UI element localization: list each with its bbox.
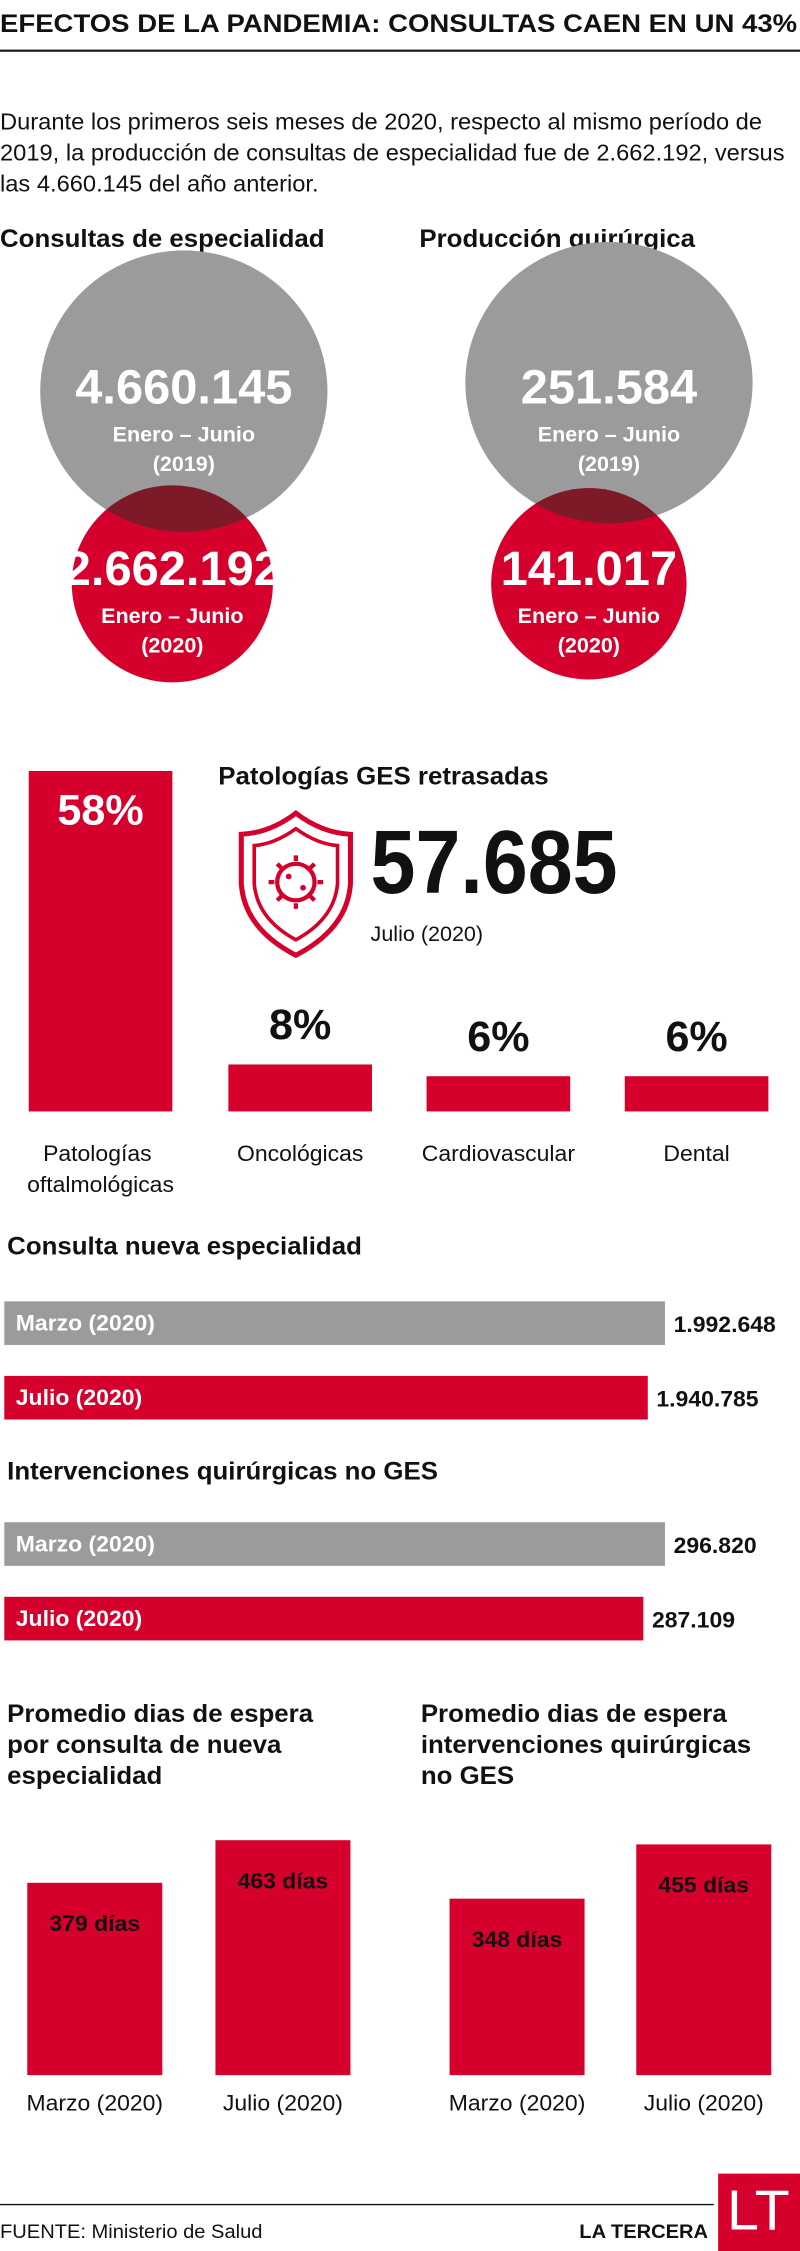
text-line: intervenciones quirúrgicas <box>421 1731 758 1759</box>
bar <box>426 1076 571 1112</box>
text-line: Promedio dias de espera <box>7 1700 320 1728</box>
category-label: Dental <box>663 1140 729 1166</box>
text-line: por consulta de nueva <box>7 1731 288 1759</box>
circle-number: 251.584 <box>521 361 698 414</box>
value-label: 296.820 <box>674 1532 757 1558</box>
chart-title: Promedio dias de espera intervenciones q… <box>421 1700 758 1790</box>
shield-icon <box>238 810 353 959</box>
bar <box>4 1301 665 1345</box>
bar <box>27 1882 163 2076</box>
chart-title: Intervenciones quirúrgicas no GES <box>7 1458 438 1486</box>
circle-period: (2020) <box>558 634 620 658</box>
bar <box>4 1375 648 1420</box>
value-label: 8% <box>269 1001 331 1049</box>
bar <box>449 1898 585 2076</box>
text-line: las 4.660.145 del año anterior. <box>0 171 319 197</box>
ges-number: 57.685 <box>371 813 618 913</box>
chart-title: Consulta nueva especialidad <box>7 1233 362 1261</box>
circle-number: 2.662.192 <box>64 543 281 596</box>
circle-title: Producción quirúrgica <box>419 225 695 253</box>
value-label: 348 días <box>472 1926 563 1952</box>
ges-period: Julio (2020) <box>371 922 484 946</box>
circle-label: Enero – Junio <box>101 604 243 628</box>
intro: Durante los primeros seis meses de 2020,… <box>0 109 791 197</box>
brand: LA TERCERA <box>579 2221 708 2243</box>
circle-period: (2020) <box>141 634 203 658</box>
text-line: Durante los primeros seis meses de 2020,… <box>0 109 769 135</box>
circle-period: (2019) <box>578 452 640 476</box>
text-line: Patologías <box>43 1140 158 1166</box>
circle-number: 141.017 <box>501 543 677 596</box>
category-label: Julio (2020) <box>16 1605 142 1631</box>
circle-title: Consultas de especialidad <box>0 225 325 253</box>
bar <box>4 1596 644 1641</box>
value-label: 1.992.648 <box>674 1311 776 1337</box>
logo-text: LT <box>727 2180 790 2242</box>
bar <box>636 1844 772 2076</box>
text-line: Promedio dias de espera <box>421 1700 734 1728</box>
category-label: Marzo (2020) <box>16 1531 155 1557</box>
category-label: Cardiovascular <box>422 1140 576 1166</box>
circle-period: (2019) <box>153 452 215 476</box>
ges-title: Patologías GES retrasadas <box>218 763 548 791</box>
circle <box>491 488 687 680</box>
text-line: 2019, la producción de consultas de espe… <box>0 140 791 166</box>
value-label: 58% <box>57 787 143 835</box>
circle-label: Enero – Junio <box>113 423 255 447</box>
value-label: 6% <box>467 1013 529 1061</box>
category-label: Marzo (2020) <box>26 2090 163 2116</box>
circle-number: 4.660.145 <box>75 361 292 414</box>
bar <box>28 770 173 1112</box>
category-label: Oncológicas <box>237 1140 363 1166</box>
bar <box>228 1064 372 1112</box>
bar <box>4 1522 665 1566</box>
value-label: 1.940.785 <box>656 1386 759 1412</box>
source: FUENTE: Ministerio de Salud <box>0 2221 262 2243</box>
circle <box>71 485 273 683</box>
value-label: 455 días <box>658 1872 749 1898</box>
category-label: Julio (2020) <box>644 2090 764 2116</box>
value-label: 379 días <box>49 1910 140 1936</box>
text-line: especialidad <box>7 1762 162 1790</box>
text-line: oftalmológicas <box>27 1171 174 1197</box>
category-label: Julio (2020) <box>16 1384 142 1410</box>
circle-label: Enero – Junio <box>518 604 660 628</box>
circle <box>40 250 328 532</box>
title: EFECTOS DE LA PANDEMIA: CONSULTAS CAEN E… <box>0 10 797 38</box>
category-label: Marzo (2020) <box>16 1310 155 1336</box>
category-label: Patologías oftalmológicas <box>27 1140 174 1197</box>
chart-title: Promedio dias de espera por consulta de … <box>7 1700 320 1790</box>
circle <box>465 241 753 524</box>
text-line: no GES <box>421 1762 514 1790</box>
category-label: Julio (2020) <box>223 2090 343 2116</box>
circle-label: Enero – Junio <box>538 423 680 447</box>
logo-box <box>718 2173 800 2251</box>
value-label: 6% <box>665 1013 727 1061</box>
bar <box>215 1840 351 2076</box>
value-label: 463 días <box>238 1868 329 1894</box>
bar <box>624 1076 769 1112</box>
category-label: Marzo (2020) <box>449 2090 586 2116</box>
value-label: 287.109 <box>652 1607 735 1633</box>
